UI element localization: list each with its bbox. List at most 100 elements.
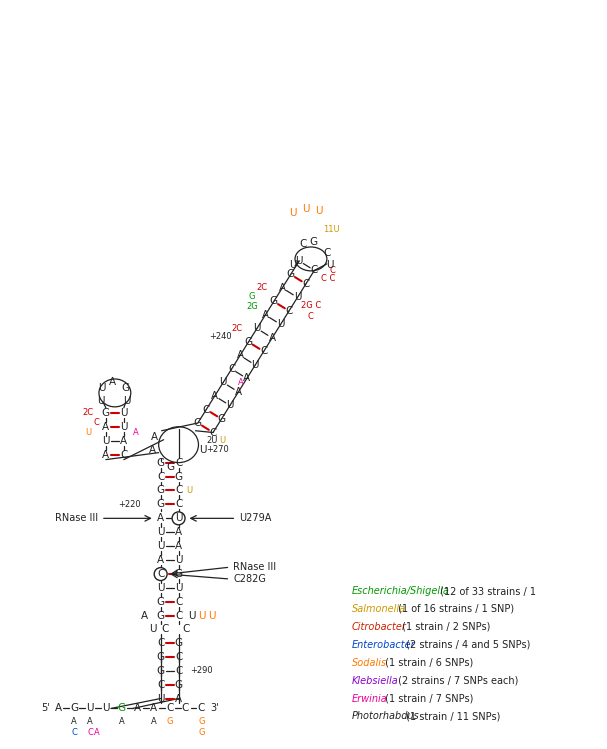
Text: +220: +220: [118, 500, 141, 509]
Text: A: A: [109, 377, 117, 387]
Text: U: U: [290, 208, 297, 218]
Text: 2C: 2C: [231, 324, 243, 333]
Text: (12 of 33 strains / 1: (12 of 33 strains / 1: [438, 586, 537, 596]
Text: C: C: [175, 611, 182, 621]
Text: G: G: [166, 717, 173, 726]
Text: G: G: [157, 458, 164, 467]
Text: G: G: [198, 717, 205, 726]
Text: C: C: [157, 679, 164, 690]
Text: U: U: [294, 292, 301, 303]
Text: U: U: [186, 486, 192, 495]
Text: U: U: [226, 401, 234, 410]
Text: C: C: [161, 624, 168, 634]
Text: A: A: [268, 333, 276, 343]
Text: C282G: C282G: [233, 574, 266, 584]
Text: U: U: [157, 694, 164, 703]
Text: C: C: [71, 728, 77, 737]
Text: G: G: [174, 472, 183, 482]
Text: 3': 3': [211, 703, 219, 714]
Text: C: C: [323, 248, 331, 258]
Text: RNase III: RNase III: [55, 513, 98, 524]
Text: U: U: [290, 260, 297, 270]
Text: C: C: [311, 265, 318, 276]
Text: RNase III: RNase III: [233, 562, 276, 572]
Text: C: C: [182, 703, 189, 714]
Text: G: G: [194, 418, 202, 428]
Text: 5': 5': [41, 703, 50, 714]
Text: U279A: U279A: [239, 513, 272, 524]
Text: A: A: [175, 542, 182, 551]
Text: A: A: [238, 378, 244, 387]
Text: C: C: [198, 703, 205, 714]
Text: A: A: [175, 694, 182, 703]
Text: 2C: 2C: [83, 408, 93, 417]
Text: A: A: [150, 703, 157, 714]
Text: C: C: [175, 666, 182, 676]
Text: C: C: [120, 449, 127, 460]
Text: G: G: [122, 383, 130, 393]
Text: U: U: [86, 703, 93, 714]
Text: C: C: [166, 703, 174, 714]
Text: G: G: [166, 461, 175, 472]
Text: C: C: [157, 472, 164, 482]
Text: A: A: [71, 717, 77, 726]
Text: A: A: [237, 351, 243, 360]
Text: U: U: [120, 407, 127, 418]
Text: U: U: [175, 555, 182, 565]
Text: A: A: [103, 422, 109, 431]
Text: A: A: [149, 445, 156, 455]
Text: (2 strains / 4 and 5 SNPs): (2 strains / 4 and 5 SNPs): [403, 640, 531, 650]
Text: U: U: [198, 445, 206, 455]
Text: 11U: 11U: [323, 225, 339, 234]
Text: U: U: [102, 436, 110, 446]
Text: U: U: [85, 428, 91, 437]
Text: C: C: [285, 306, 293, 316]
Text: A: A: [103, 449, 109, 460]
Text: A: A: [133, 428, 138, 437]
Text: U: U: [157, 583, 164, 593]
Text: Erwinia: Erwinia: [352, 694, 387, 703]
Text: U: U: [149, 624, 157, 634]
Text: G: G: [198, 728, 205, 737]
Text: 2U: 2U: [207, 436, 218, 445]
Text: A: A: [157, 555, 164, 565]
Text: Enterobacter: Enterobacter: [352, 640, 415, 650]
Text: A: A: [157, 513, 164, 524]
Text: G: G: [157, 652, 164, 661]
Text: Escherichia/Shigella: Escherichia/Shigella: [352, 586, 450, 596]
Text: U: U: [315, 206, 323, 216]
Text: (1 strain / 11 SNPs): (1 strain / 11 SNPs): [403, 712, 501, 721]
Text: Citrobacter: Citrobacter: [352, 622, 407, 632]
Text: C: C: [302, 279, 310, 289]
Text: U: U: [102, 703, 110, 714]
Text: (2 strains / 7 SNPs each): (2 strains / 7 SNPs each): [395, 676, 518, 685]
Text: Photorhabdus: Photorhabdus: [352, 712, 419, 721]
Text: 2G C
C: 2G C C: [301, 301, 321, 321]
Text: G: G: [287, 270, 295, 279]
Text: U: U: [98, 383, 106, 393]
Text: U: U: [277, 320, 284, 330]
Text: C: C: [260, 347, 267, 357]
Text: A: A: [94, 728, 100, 737]
Text: U: U: [296, 256, 303, 266]
Text: Salmonella: Salmonella: [352, 604, 406, 614]
Text: G: G: [157, 597, 164, 607]
Text: 2C: 2C: [257, 283, 268, 292]
Text: C: C: [175, 485, 182, 496]
Text: U: U: [175, 583, 182, 593]
Text: A: A: [120, 436, 127, 446]
Text: C: C: [175, 458, 182, 467]
Text: A: A: [141, 611, 148, 621]
Text: C: C: [183, 624, 190, 634]
Text: U: U: [251, 360, 259, 370]
Text: A: A: [243, 374, 250, 383]
Text: C: C: [228, 364, 236, 374]
Text: A: A: [211, 391, 219, 401]
Text: A: A: [134, 703, 141, 714]
Text: A: A: [151, 717, 157, 726]
Text: G: G: [70, 703, 78, 714]
Text: Sodalis: Sodalis: [352, 658, 387, 667]
Text: C: C: [175, 652, 182, 661]
Text: G: G: [118, 703, 126, 714]
Text: C: C: [175, 500, 182, 509]
